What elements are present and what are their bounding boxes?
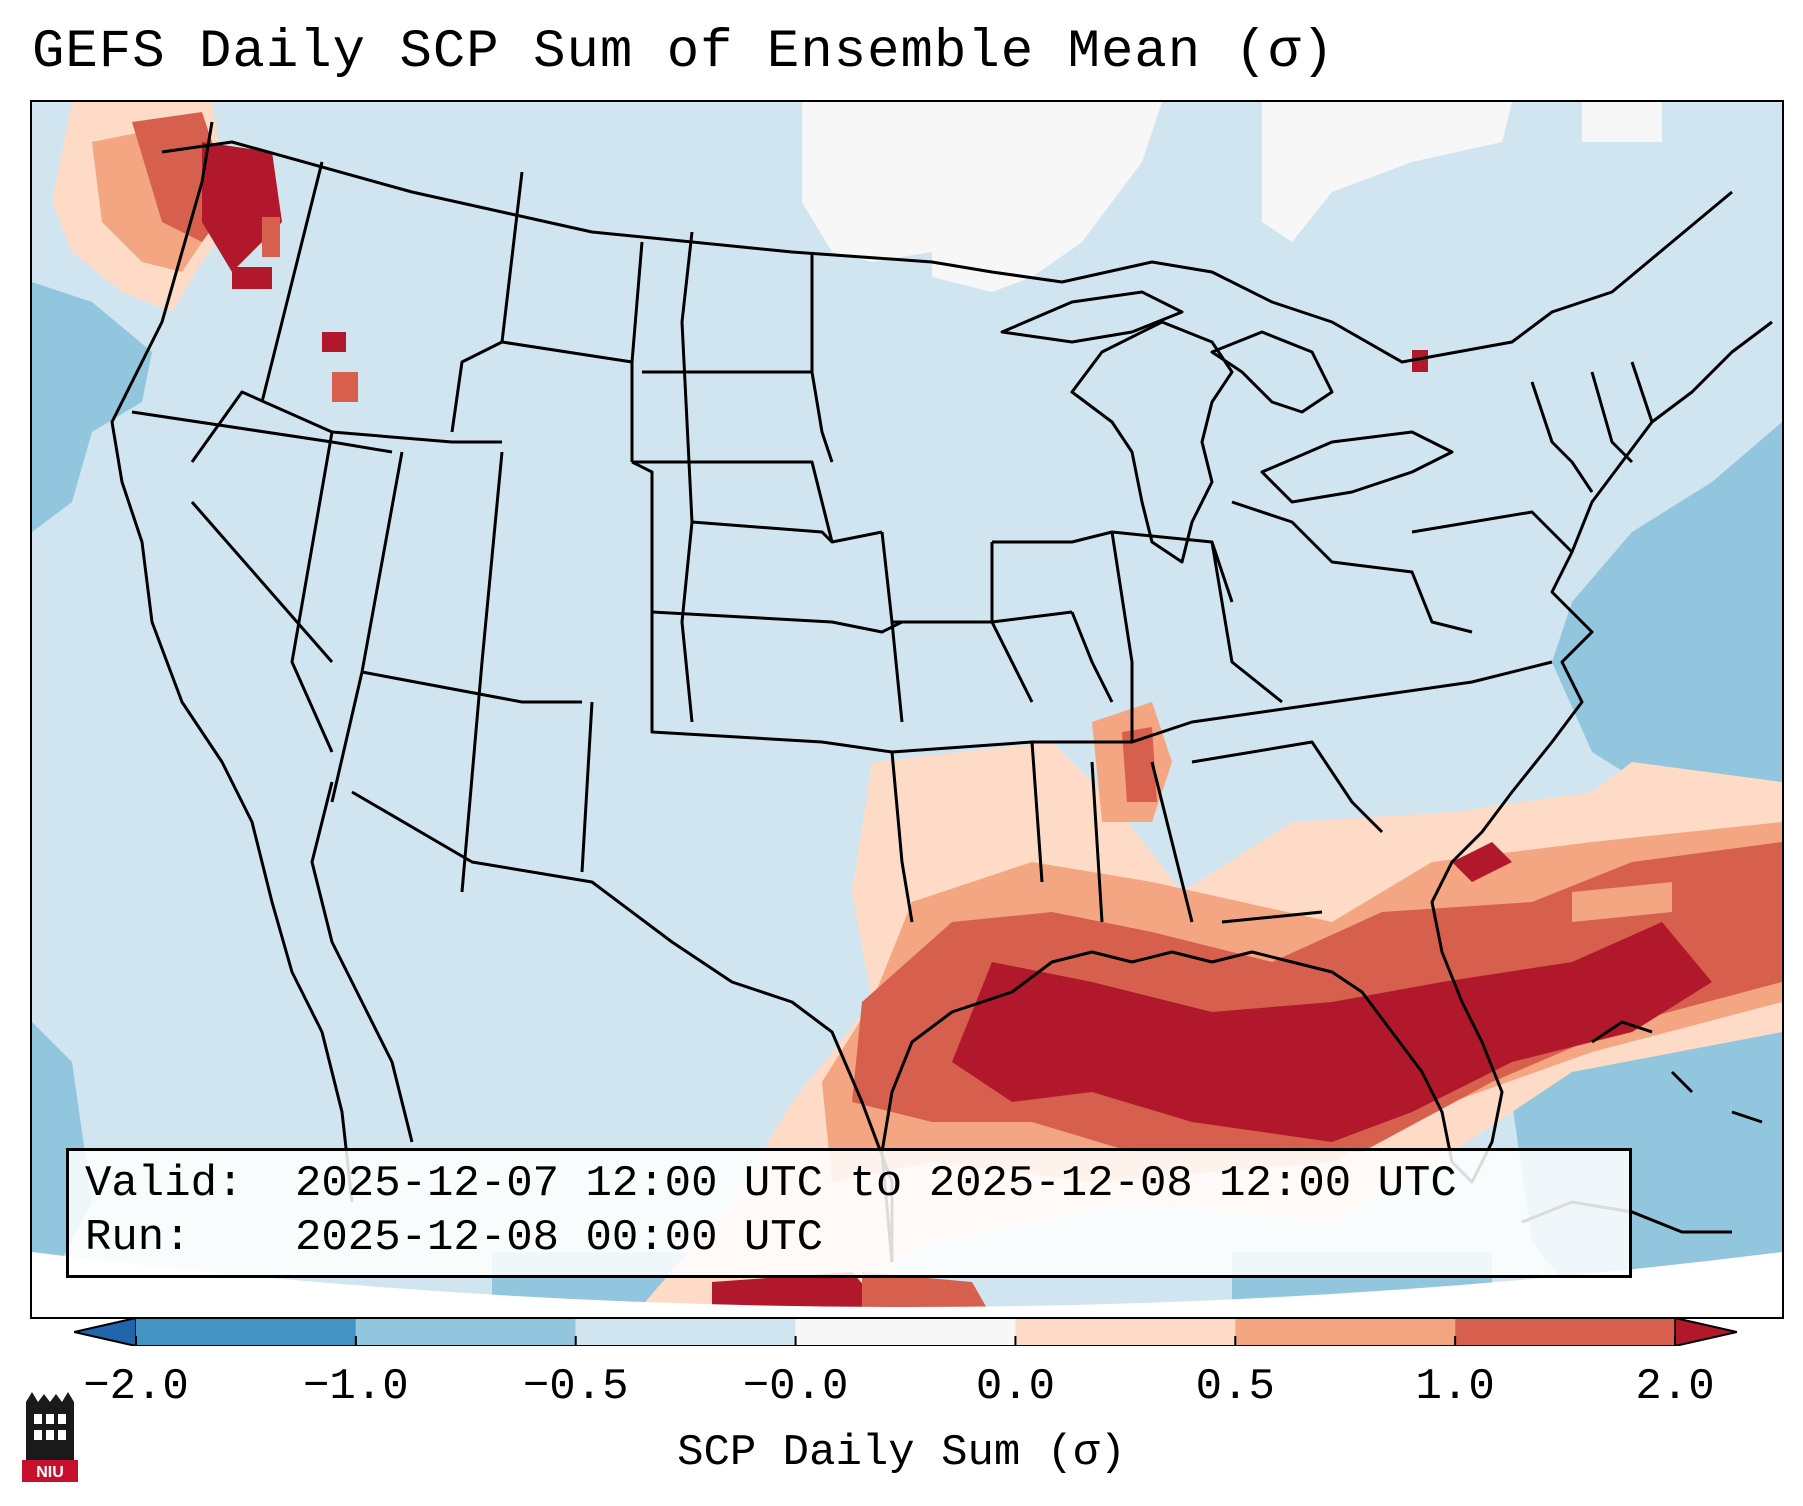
boundaries bbox=[110, 121, 1773, 1263]
colorbar-extend-low bbox=[74, 1318, 137, 1346]
run-line: Run: 2025-12-08 00:00 UTC bbox=[85, 1213, 823, 1263]
valid-value: 2025-12-07 12:00 UTC to 2025-12-08 12:00… bbox=[295, 1159, 1457, 1209]
colorbar-bin bbox=[136, 1318, 356, 1346]
niu-logo-icon: NIU bbox=[22, 1392, 78, 1482]
scp-map bbox=[32, 102, 1782, 1317]
colorbar-tick-label: −0.5 bbox=[522, 1362, 629, 1412]
baja-coastline bbox=[310, 781, 414, 1143]
colorbar-bin bbox=[795, 1318, 1016, 1346]
lake-erie-ontario bbox=[1260, 430, 1454, 504]
valid-label: Valid: bbox=[85, 1159, 244, 1209]
us-canada-border bbox=[161, 140, 1733, 364]
colorbar-bin bbox=[575, 1318, 796, 1346]
map-panel bbox=[30, 100, 1784, 1319]
gulf-atlantic-coastline bbox=[880, 320, 1773, 1263]
projection-edge bbox=[32, 1252, 1782, 1317]
us-mexico-border bbox=[351, 790, 894, 1262]
colorbar-tick-label: 0.5 bbox=[1195, 1362, 1275, 1412]
colorbar-label: SCP Daily Sum (σ) bbox=[677, 1428, 1126, 1478]
chart-title: GEFS Daily SCP Sum of Ensemble Mean (σ) bbox=[32, 22, 1335, 83]
lake-huron bbox=[1210, 330, 1334, 414]
colorbar-tick-label: −2.0 bbox=[83, 1362, 189, 1412]
colorbar-tick-label: −1.0 bbox=[303, 1362, 409, 1412]
colorbar-tick-label: 1.0 bbox=[1415, 1362, 1495, 1412]
colorbar-tick-label: 2.0 bbox=[1635, 1362, 1715, 1412]
colorbar-bin bbox=[355, 1318, 576, 1346]
run-label: Run: bbox=[85, 1213, 191, 1263]
run-value: 2025-12-08 00:00 UTC bbox=[295, 1213, 824, 1263]
near-zero-region-north bbox=[802, 102, 1662, 292]
colorbar bbox=[74, 1318, 1737, 1346]
colorbar-bin bbox=[1455, 1318, 1675, 1346]
valid-line: Valid: 2025-12-07 12:00 UTC to 2025-12-08… bbox=[85, 1159, 1457, 1209]
colorbar-bin bbox=[1235, 1318, 1456, 1346]
west-coastline bbox=[110, 121, 354, 1203]
colorbar-extend-high bbox=[1674, 1318, 1737, 1346]
colorbar-tick-label: −0.0 bbox=[742, 1362, 849, 1412]
logo-text: NIU bbox=[36, 1464, 64, 1481]
valid-run-infobox: Valid: 2025-12-07 12:00 UTC to 2025-12-08… bbox=[66, 1148, 1632, 1278]
lake-michigan bbox=[1070, 320, 1234, 564]
colorbar-tick-label: 0.0 bbox=[975, 1362, 1056, 1412]
lake-superior bbox=[1000, 290, 1184, 344]
colorbar-bin bbox=[1015, 1318, 1236, 1346]
